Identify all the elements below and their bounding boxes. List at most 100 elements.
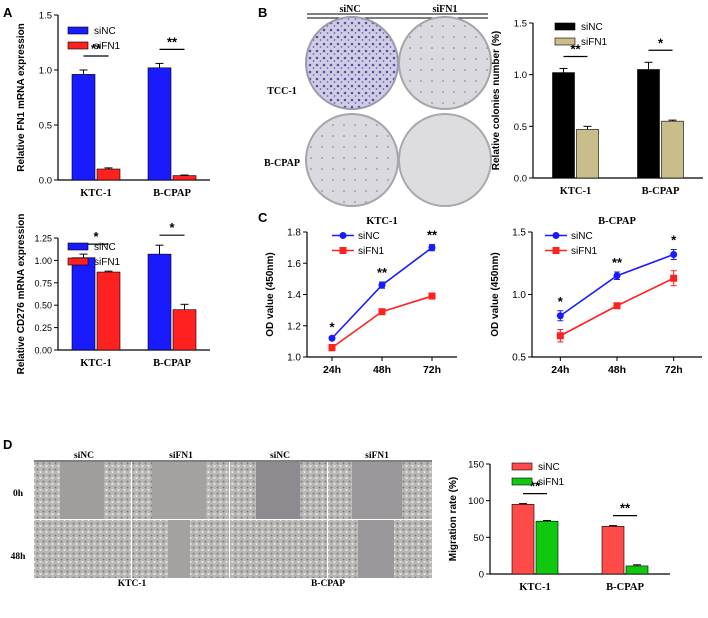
data-point [613, 302, 621, 310]
y-tick-label: 100 [468, 496, 484, 507]
panel-letter-d: D [3, 437, 12, 452]
bar [71, 74, 96, 181]
data-point [428, 244, 436, 252]
y-tick-label: 0.5 [39, 121, 52, 132]
bar [147, 67, 172, 181]
panel-letter-b: B [258, 5, 267, 20]
significance-marker: * [169, 220, 175, 235]
bar [511, 504, 535, 575]
bar [637, 69, 660, 179]
legend-label: siFN1 [94, 257, 121, 268]
y-tick-label: 1.2 [287, 321, 301, 332]
y-tick-label: 1.0 [39, 66, 52, 77]
plate-tcc1-sifn1 [398, 16, 492, 110]
colony-col-sifn1: siFN1 [433, 4, 458, 15]
y-axis-label: Migration rate (%) [448, 477, 459, 561]
plate-tcc1-sinc [305, 16, 399, 110]
bar [576, 129, 599, 179]
significance-marker: ** [427, 228, 438, 243]
legend-label: siFN1 [538, 477, 565, 488]
significance-marker: * [558, 294, 564, 309]
wound-col-3: siNC [270, 451, 290, 461]
y-tick-label: 0.5 [512, 353, 526, 364]
wound-bcpap-sifn1-48h [328, 520, 432, 578]
x-tick-label: 72h [423, 364, 441, 376]
data-point [328, 344, 336, 352]
y-tick-label: 0.50 [34, 301, 52, 311]
legend-label: siNC [358, 231, 380, 242]
bar [552, 72, 575, 179]
x-tick-label: KTC-1 [80, 188, 112, 199]
plate-bcpap-sinc [305, 113, 399, 207]
wound-group-ktc1: KTC-1 [118, 579, 147, 589]
y-axis-label: OD value (450nm) [265, 252, 276, 336]
significance-marker: ** [167, 34, 178, 49]
significance-marker: ** [91, 41, 102, 56]
legend-marker [339, 232, 347, 239]
significance-marker: ** [620, 501, 631, 516]
y-tick-label: 0.0 [514, 174, 527, 185]
data-point [556, 332, 564, 340]
legend-swatch [67, 242, 89, 251]
x-tick-label: B-CPAP [153, 358, 191, 369]
bar [172, 309, 197, 351]
colony-photos: siNC siFN1 TCC-1 B-CPAP [264, 4, 492, 207]
wound-col-4: siFN1 [365, 451, 389, 461]
chart-title: B-CPAP [598, 216, 636, 227]
significance-marker: * [671, 233, 677, 248]
x-tick-label: 24h [323, 364, 341, 376]
y-axis-label: Relative colonies number (%) [491, 31, 502, 170]
y-axis-label: OD value (450nm) [490, 252, 501, 336]
colony-row-tcc1: TCC-1 [267, 86, 296, 97]
legend-label: siNC [94, 242, 116, 253]
wound-bcpap-sinc-48h [230, 520, 327, 578]
legend-swatch [67, 26, 89, 35]
y-tick-label: 0.5 [514, 122, 527, 133]
bar [661, 120, 684, 179]
bar [71, 257, 96, 351]
y-tick-label: 150 [468, 460, 484, 471]
legend-swatch [554, 37, 576, 46]
colony-col-sinc: siNC [339, 4, 360, 15]
legend-label: siNC [94, 26, 116, 37]
legend-label: siFN1 [581, 37, 608, 48]
legend-label: siFN1 [94, 41, 121, 52]
wound-ktc1-sifn1-48h [132, 520, 229, 578]
legend-swatch [511, 462, 533, 471]
wound-col-1: siNC [74, 451, 94, 461]
plate-bcpap-sifn1 [398, 113, 492, 207]
x-tick-label: 48h [373, 364, 391, 376]
data-point [670, 251, 678, 258]
data-point [378, 281, 386, 289]
y-tick-label: 50 [473, 533, 484, 544]
significance-marker: * [329, 320, 335, 335]
y-axis-label: Relative FN1 mRNA expression [16, 23, 27, 172]
wound-row-0h: 0h [13, 489, 24, 499]
data-point [378, 308, 386, 316]
x-tick-label: 72h [665, 364, 683, 376]
bar [625, 565, 649, 575]
significance-marker: * [93, 229, 99, 244]
legend-label: siNC [571, 231, 593, 242]
y-tick-label: 0.25 [34, 323, 52, 333]
y-tick-label: 1.5 [39, 11, 52, 22]
od-ktc1-chart: 1.0 1.2 1.4 1.6 1.8 OD value (450nm) KTC-1 24h 4… [265, 216, 457, 376]
legend-label: siNC [581, 22, 603, 33]
y-tick-label: 0 [479, 570, 484, 581]
y-tick-label: 1.5 [512, 228, 526, 239]
legend-label: siFN1 [571, 246, 598, 257]
y-tick-label: 1.0 [287, 353, 301, 364]
x-tick-label: B-CPAP [606, 582, 644, 593]
panel-letter-a: A [3, 5, 13, 20]
bar [601, 526, 625, 575]
bar [172, 175, 197, 181]
bar [535, 520, 559, 575]
y-tick-label: 0.00 [34, 346, 52, 356]
y-axis-label: Relative CD276 mRNA expression [16, 214, 27, 375]
chart-title: KTC-1 [366, 216, 398, 227]
legend-swatch [511, 477, 533, 486]
wound-ktc1-sifn1-0h [132, 462, 229, 519]
bar [96, 168, 121, 181]
legend-marker [552, 232, 560, 239]
